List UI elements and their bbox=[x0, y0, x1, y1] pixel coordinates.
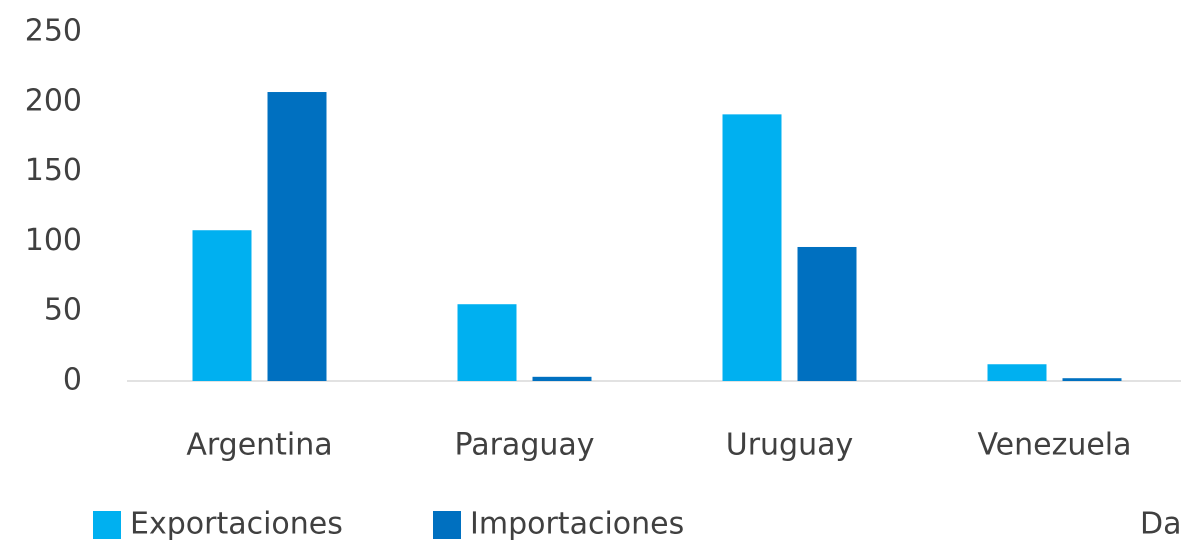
bar bbox=[267, 92, 327, 381]
bar bbox=[1062, 378, 1122, 381]
bar bbox=[192, 230, 252, 381]
y-tick-label: 200 bbox=[25, 83, 82, 118]
y-tick-label: 50 bbox=[44, 293, 82, 328]
bar bbox=[797, 246, 857, 381]
y-tick-label: 150 bbox=[25, 153, 82, 188]
x-tick-label: Argentina bbox=[186, 428, 332, 463]
bar bbox=[457, 304, 517, 381]
x-tick-label: Venezuela bbox=[977, 428, 1131, 463]
bar bbox=[722, 114, 782, 381]
annotation: Da bbox=[1140, 507, 1181, 542]
legend-swatch bbox=[93, 511, 121, 539]
legend-label: Exportaciones bbox=[130, 507, 343, 542]
bar bbox=[532, 376, 592, 381]
bar bbox=[987, 364, 1047, 381]
y-tick-label: 100 bbox=[25, 223, 82, 258]
x-tick-label: Paraguay bbox=[454, 428, 594, 463]
legend-swatch bbox=[433, 511, 461, 539]
y-tick-label: 0 bbox=[63, 363, 82, 398]
y-tick-label: 250 bbox=[25, 14, 82, 49]
legend-label: Importaciones bbox=[470, 507, 684, 542]
x-tick-label: Uruguay bbox=[726, 428, 854, 463]
